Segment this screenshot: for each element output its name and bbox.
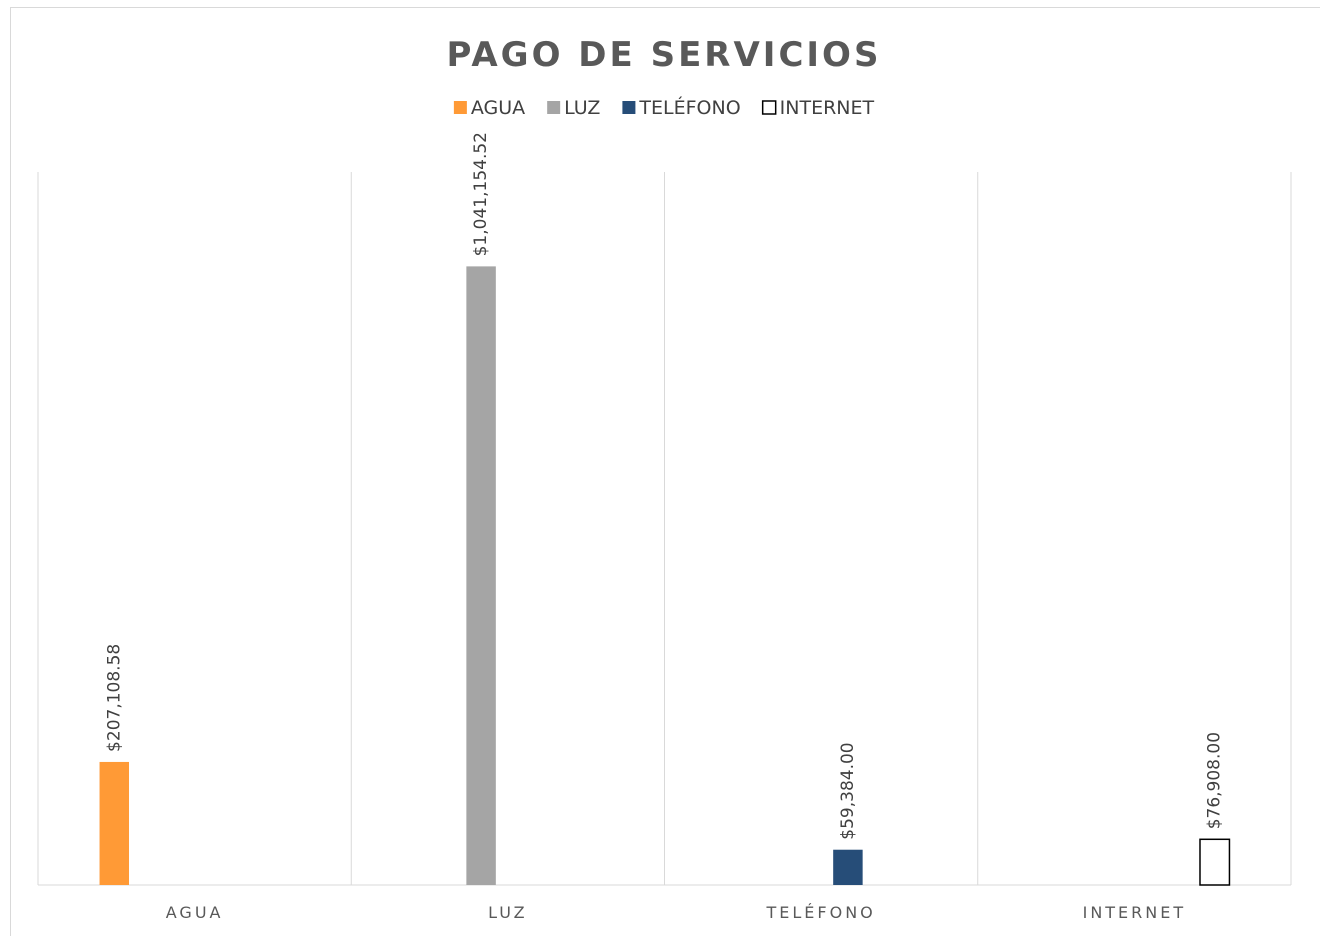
data-label: $76,908.00 [1205, 732, 1225, 829]
data-label: $207,108.58 [104, 644, 124, 752]
x-tick-label: AGUA [166, 903, 224, 922]
legend-swatch [453, 101, 467, 114]
bar [99, 761, 130, 885]
legend-label: INTERNET [780, 97, 875, 119]
chart-frame [10, 7, 1320, 936]
x-tick-label: INTERNET [1083, 903, 1187, 922]
legend-label: LUZ [564, 97, 600, 119]
legend-swatch [547, 101, 561, 114]
legend-swatch [622, 101, 636, 114]
x-tick-label: TELÉFONO [765, 903, 875, 922]
data-label: $59,384.00 [838, 742, 858, 839]
data-label: $1,041,154.52 [471, 132, 491, 256]
legend-label: AGUA [471, 97, 525, 119]
chart-title: PAGO DE SERVICIOS [447, 35, 882, 75]
bar [1199, 838, 1231, 886]
legend-swatch [761, 100, 777, 115]
bar [833, 849, 863, 885]
bar [466, 266, 496, 885]
x-tick-label: LUZ [488, 903, 528, 922]
legend-label: TELÉFONO [638, 96, 740, 119]
